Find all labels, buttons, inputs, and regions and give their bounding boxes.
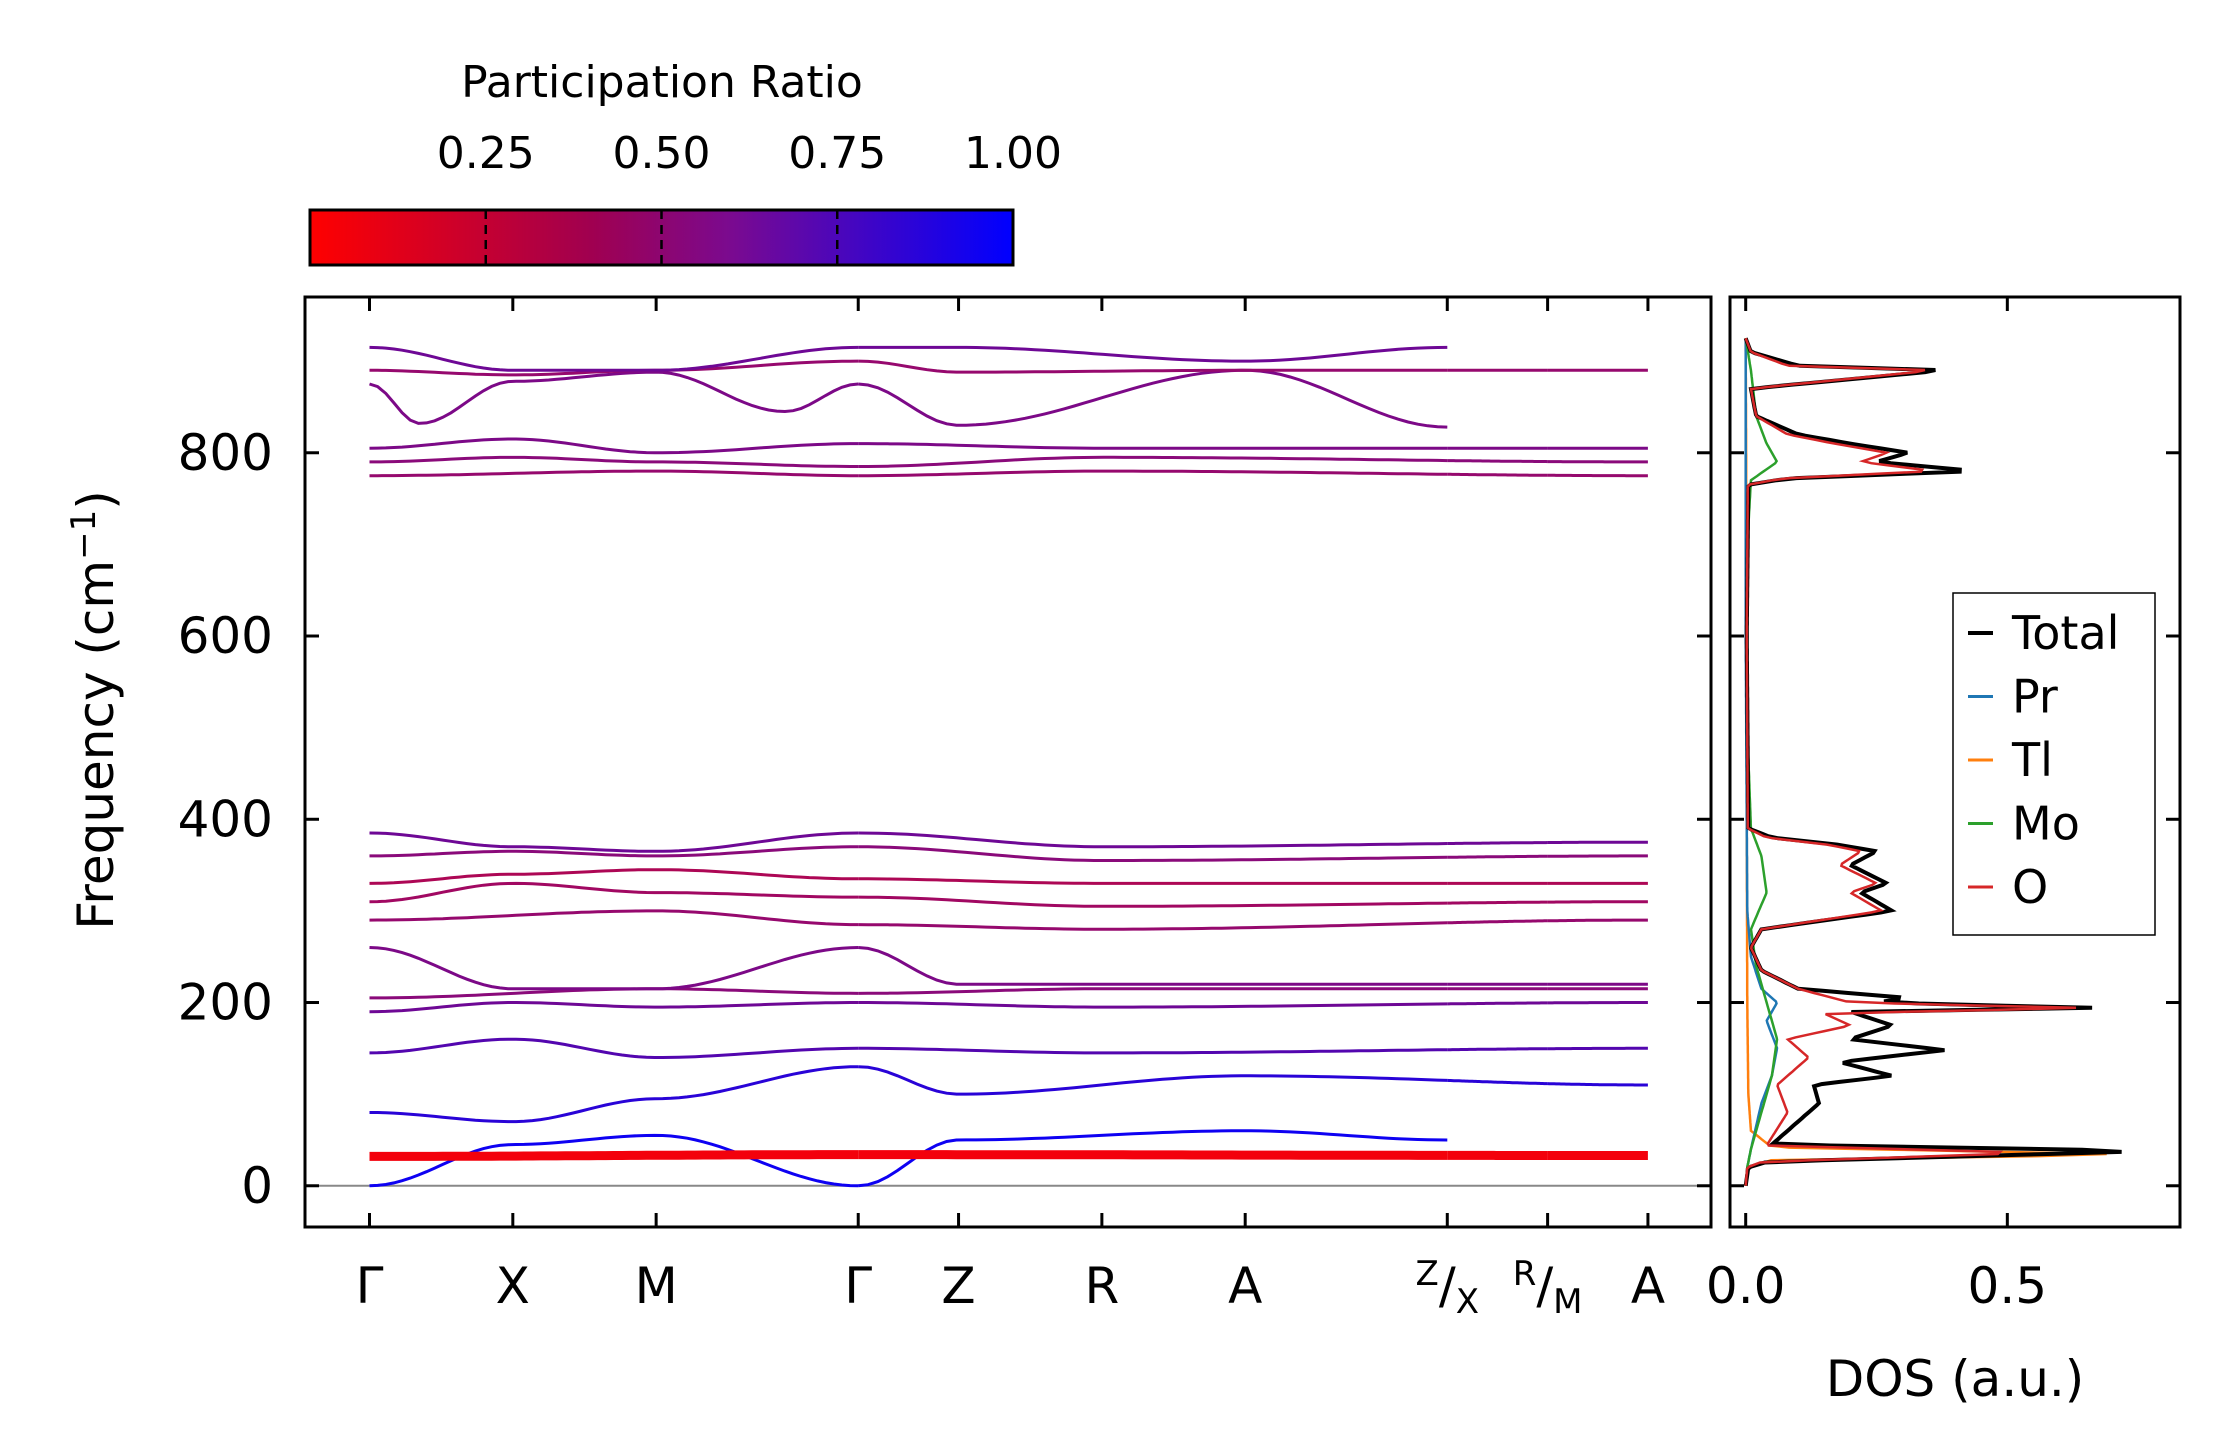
band-mid-150-seg1 bbox=[858, 1046, 1448, 1055]
colorbar-tick-label: 0.50 bbox=[613, 128, 711, 179]
band-high-805-seg1 bbox=[858, 442, 1448, 450]
band-low-flat-red-seg1 bbox=[858, 1150, 1448, 1160]
dos-legend: Total Pr Tl Mo O bbox=[1952, 592, 2156, 936]
band-upper-280-seg2 bbox=[1447, 919, 1548, 925]
band-high-790-seg2 bbox=[1447, 459, 1548, 464]
band-upper-280-seg0 bbox=[369, 909, 859, 927]
x-tick-label: Γ bbox=[844, 1257, 872, 1315]
x-tick-label-sup: Z bbox=[1416, 1254, 1439, 1294]
band-low-mid-seg3 bbox=[1547, 1082, 1648, 1087]
x-tick-label: Z bbox=[941, 1257, 975, 1315]
y-tick-label: 0 bbox=[241, 1157, 273, 1215]
x-tick-label-composite: R/M bbox=[1513, 1254, 1583, 1322]
dos-x-tick-label: 0.5 bbox=[1968, 1257, 2048, 1315]
y-tick-label: 200 bbox=[178, 974, 273, 1032]
x-tick-label-slash: / bbox=[1536, 1257, 1553, 1315]
dos-line-mo bbox=[1744, 338, 1779, 1186]
y-tick-label: 400 bbox=[178, 790, 273, 848]
band-high-890-seg1 bbox=[858, 359, 1448, 374]
band-low-flat-red-seg0 bbox=[369, 1150, 859, 1161]
band-gap-mode-seg0 bbox=[369, 946, 859, 991]
band-low-mid-seg1 bbox=[858, 1065, 1448, 1096]
band-mid-150-seg0 bbox=[369, 1037, 859, 1059]
phonon-bands bbox=[369, 345, 1648, 1188]
dos-ticks: 0.0 0.5 bbox=[1706, 297, 2180, 1315]
band-upper-310-seg0 bbox=[369, 881, 859, 904]
colorbar-ticks: 0.25 0.50 0.75 1.00 bbox=[437, 128, 1062, 265]
band-upper-385-seg1 bbox=[858, 831, 1448, 849]
dispersion-frame bbox=[303, 295, 1713, 1229]
legend-label-o: O bbox=[2012, 860, 2048, 914]
band-upper-280-seg1 bbox=[858, 921, 1448, 931]
band-upper-330-seg1 bbox=[858, 877, 1448, 885]
colorbar-tick-label: 0.75 bbox=[788, 128, 886, 179]
y-tick-label: 800 bbox=[178, 424, 273, 482]
band-upper-385-seg0 bbox=[369, 831, 859, 853]
band-upper-360-seg1 bbox=[858, 845, 1448, 862]
dos-line-o bbox=[1744, 337, 2077, 1186]
band-upper-385-seg2 bbox=[1447, 841, 1548, 845]
band-high-830-seg1 bbox=[858, 368, 1448, 429]
band-upper-330-seg0 bbox=[369, 868, 859, 885]
band-mid-150-seg2 bbox=[1447, 1047, 1548, 1052]
x-tick-label-slash: / bbox=[1439, 1257, 1456, 1315]
colorbar-title: Participation Ratio bbox=[461, 57, 863, 108]
band-low-mid-seg2 bbox=[1447, 1078, 1548, 1086]
band-upper-280-seg3 bbox=[1547, 918, 1648, 923]
band-high-775-seg1 bbox=[858, 469, 1448, 478]
band-low-mid-seg0 bbox=[369, 1065, 859, 1124]
band-upper-360-seg2 bbox=[1447, 854, 1548, 859]
legend-label-tl: Tl bbox=[2011, 733, 2053, 787]
dos-panel: 0.0 0.5 DOS (a.u.) Total Pr Tl Mo O bbox=[1706, 295, 2182, 1408]
x-tick-label: X bbox=[496, 1257, 530, 1315]
dos-frame bbox=[1728, 295, 2182, 1229]
band-upper-360-seg0 bbox=[369, 845, 859, 858]
y-tick-label: 600 bbox=[178, 607, 273, 665]
band-high-790-seg1 bbox=[858, 455, 1448, 468]
legend-frame bbox=[1952, 592, 2156, 936]
band-high-830-seg0 bbox=[369, 370, 859, 425]
legend-label-mo: Mo bbox=[2012, 797, 2080, 851]
legend-entries: Total Pr Tl Mo O bbox=[1968, 606, 2119, 914]
x-tick-label-composite: Z/X bbox=[1416, 1254, 1479, 1322]
x-tick-label-sub: X bbox=[1456, 1282, 1479, 1322]
legend-label-total: Total bbox=[2011, 606, 2119, 660]
band-high-805-seg0 bbox=[369, 437, 859, 455]
band-high-775-seg0 bbox=[369, 469, 859, 478]
dos-series bbox=[1743, 337, 2122, 1187]
x-tick-label: M bbox=[635, 1257, 678, 1315]
y-axis-title-sup: −1 bbox=[64, 510, 104, 560]
band-upper-310-seg1 bbox=[858, 895, 1448, 908]
x-tick-label: A bbox=[1228, 1257, 1262, 1315]
y-axis-title-main: Frequency (cm bbox=[67, 560, 125, 930]
x-tick-label-sup: R bbox=[1513, 1254, 1537, 1294]
colorbar: Participation Ratio 0.25 0.50 0.75 1.00 bbox=[308, 57, 1062, 267]
band-mid-210-seg1 bbox=[858, 987, 1448, 995]
x-tick-label: R bbox=[1085, 1257, 1120, 1315]
band-high-775-seg2 bbox=[1447, 472, 1548, 477]
band-acoustic-seg1 bbox=[858, 1129, 1448, 1188]
legend-label-pr: Pr bbox=[2012, 670, 2058, 724]
band-high-915-seg1 bbox=[858, 345, 1448, 363]
dos-x-axis-title: DOS (a.u.) bbox=[1826, 1350, 2085, 1408]
y-axis-title: Frequency (cm−1) bbox=[64, 490, 125, 930]
colorbar-tick-label: 0.25 bbox=[437, 128, 535, 179]
band-gap-mode-seg1 bbox=[858, 946, 1448, 986]
colorbar-tick-label: 1.00 bbox=[964, 128, 1062, 179]
band-mid-190-seg0 bbox=[369, 1001, 859, 1014]
y-axis-title-close: ) bbox=[67, 490, 125, 510]
dos-x-tick-label: 0.0 bbox=[1706, 1257, 1786, 1315]
x-tick-label: A bbox=[1631, 1257, 1665, 1315]
x-tick-label-sub: M bbox=[1553, 1282, 1582, 1322]
band-mid-190-seg2 bbox=[1447, 1001, 1548, 1006]
band-upper-310-seg2 bbox=[1447, 900, 1548, 905]
band-high-915-seg0 bbox=[369, 345, 859, 372]
x-tick-label: Γ bbox=[356, 1257, 384, 1315]
band-mid-190-seg1 bbox=[858, 1001, 1448, 1009]
band-high-790-seg0 bbox=[369, 455, 859, 468]
